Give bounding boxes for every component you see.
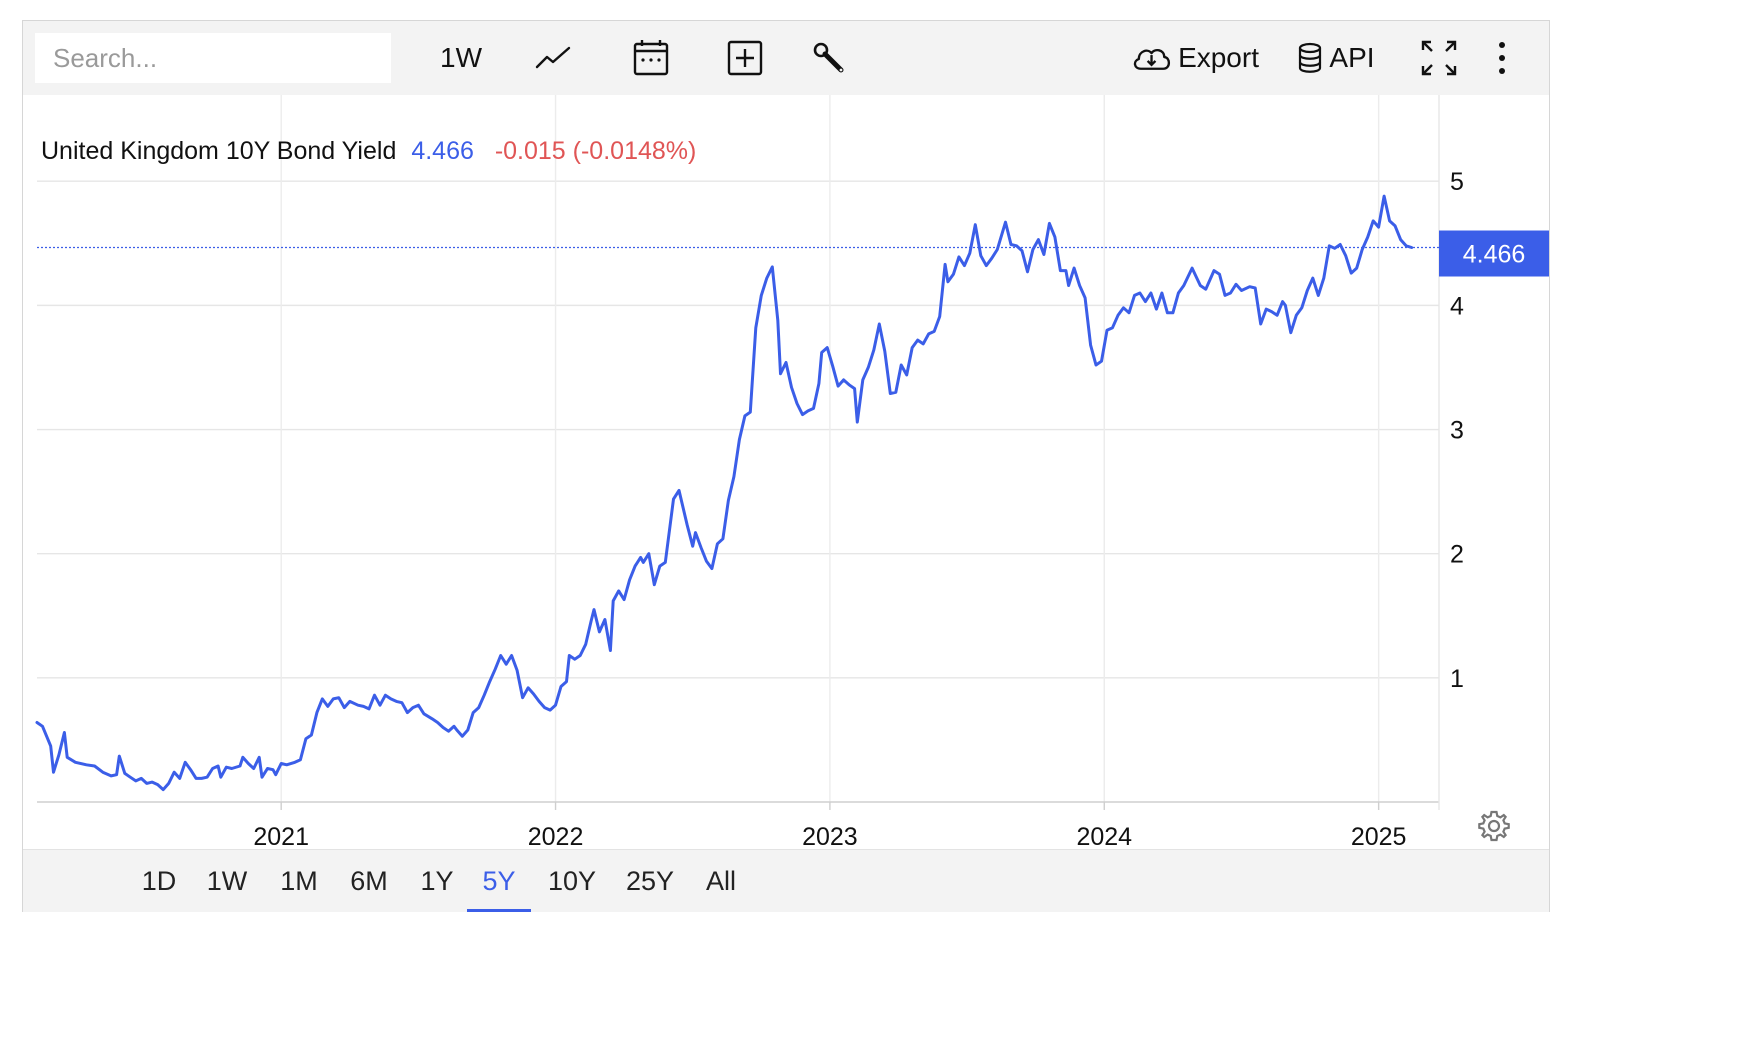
range-1y[interactable]: 1Y (420, 866, 454, 896)
settings-button[interactable] (809, 35, 849, 81)
add-indicator-button[interactable] (725, 35, 765, 81)
price-tag-label: 4.466 (1463, 241, 1526, 269)
chart-grid (37, 95, 1440, 810)
range-5y[interactable]: 5Y (467, 850, 531, 912)
api-button[interactable]: API (1297, 35, 1375, 81)
range-selector: 1D 1W 1M 6M 1Y 5Y 10Y 25Y All (23, 849, 1549, 912)
range-6m[interactable]: 6M (350, 866, 388, 896)
x-tick-label: 2022 (528, 823, 584, 849)
chart-type-button[interactable] (531, 35, 577, 81)
y-tick-label: 4 (1450, 292, 1464, 320)
price-tag: 4.466 (1439, 230, 1549, 277)
y-tick-label: 1 (1450, 665, 1464, 693)
chart-header: United Kingdom 10Y Bond Yield 4.466 -0.0… (41, 137, 696, 165)
y-tick-label: 3 (1450, 417, 1464, 445)
interval-button[interactable]: 1W (433, 35, 489, 81)
line-chart-icon (535, 46, 571, 69)
x-tick-label: 2021 (253, 823, 309, 849)
menu-button[interactable] (1489, 35, 1515, 81)
api-label: API (1329, 42, 1375, 73)
y-tick-label: 2 (1450, 541, 1464, 569)
gear-icon[interactable] (1477, 809, 1511, 843)
vertical-ellipsis-icon (1499, 42, 1505, 74)
interval-label: 1W (440, 42, 482, 73)
toolbar: 1W (23, 21, 1549, 95)
range-1d[interactable]: 1D (141, 866, 177, 896)
y-axis: 1 2 3 4 5 (1450, 168, 1464, 693)
range-all[interactable]: All (705, 866, 736, 896)
y-tick-label: 5 (1450, 168, 1464, 196)
calendar-icon (633, 40, 669, 76)
chart-title: United Kingdom 10Y Bond Yield (41, 137, 396, 165)
x-axis: 2021 2022 2023 2024 2025 (253, 802, 1406, 849)
yield-series-line (35, 194, 1414, 792)
price-change: -0.015 (-0.0148%) (495, 137, 697, 165)
chart-widget: 1W (22, 20, 1550, 912)
search-input[interactable] (35, 33, 391, 83)
expand-icon (1421, 40, 1457, 76)
database-icon (1299, 42, 1322, 73)
range-1m[interactable]: 1M (280, 866, 318, 896)
plus-box-icon (727, 40, 763, 76)
line-chart: 1 2 3 4 5 2021 2022 2023 2024 2025 United Kingdo… (35, 95, 1549, 849)
x-tick-label: 2024 (1076, 823, 1132, 849)
range-10y[interactable]: 10Y (547, 866, 597, 896)
fullscreen-button[interactable] (1419, 35, 1459, 81)
x-tick-label: 2025 (1351, 823, 1407, 849)
current-price: 4.466 (411, 137, 474, 165)
range-1w[interactable]: 1W (206, 866, 248, 896)
x-tick-label: 2023 (802, 823, 858, 849)
export-label: Export (1178, 42, 1259, 73)
calendar-button[interactable] (631, 35, 671, 81)
export-button[interactable]: Export (1131, 35, 1259, 81)
wrench-icon (813, 40, 844, 73)
range-25y[interactable]: 25Y (625, 866, 675, 896)
cloud-download-icon (1133, 48, 1171, 70)
